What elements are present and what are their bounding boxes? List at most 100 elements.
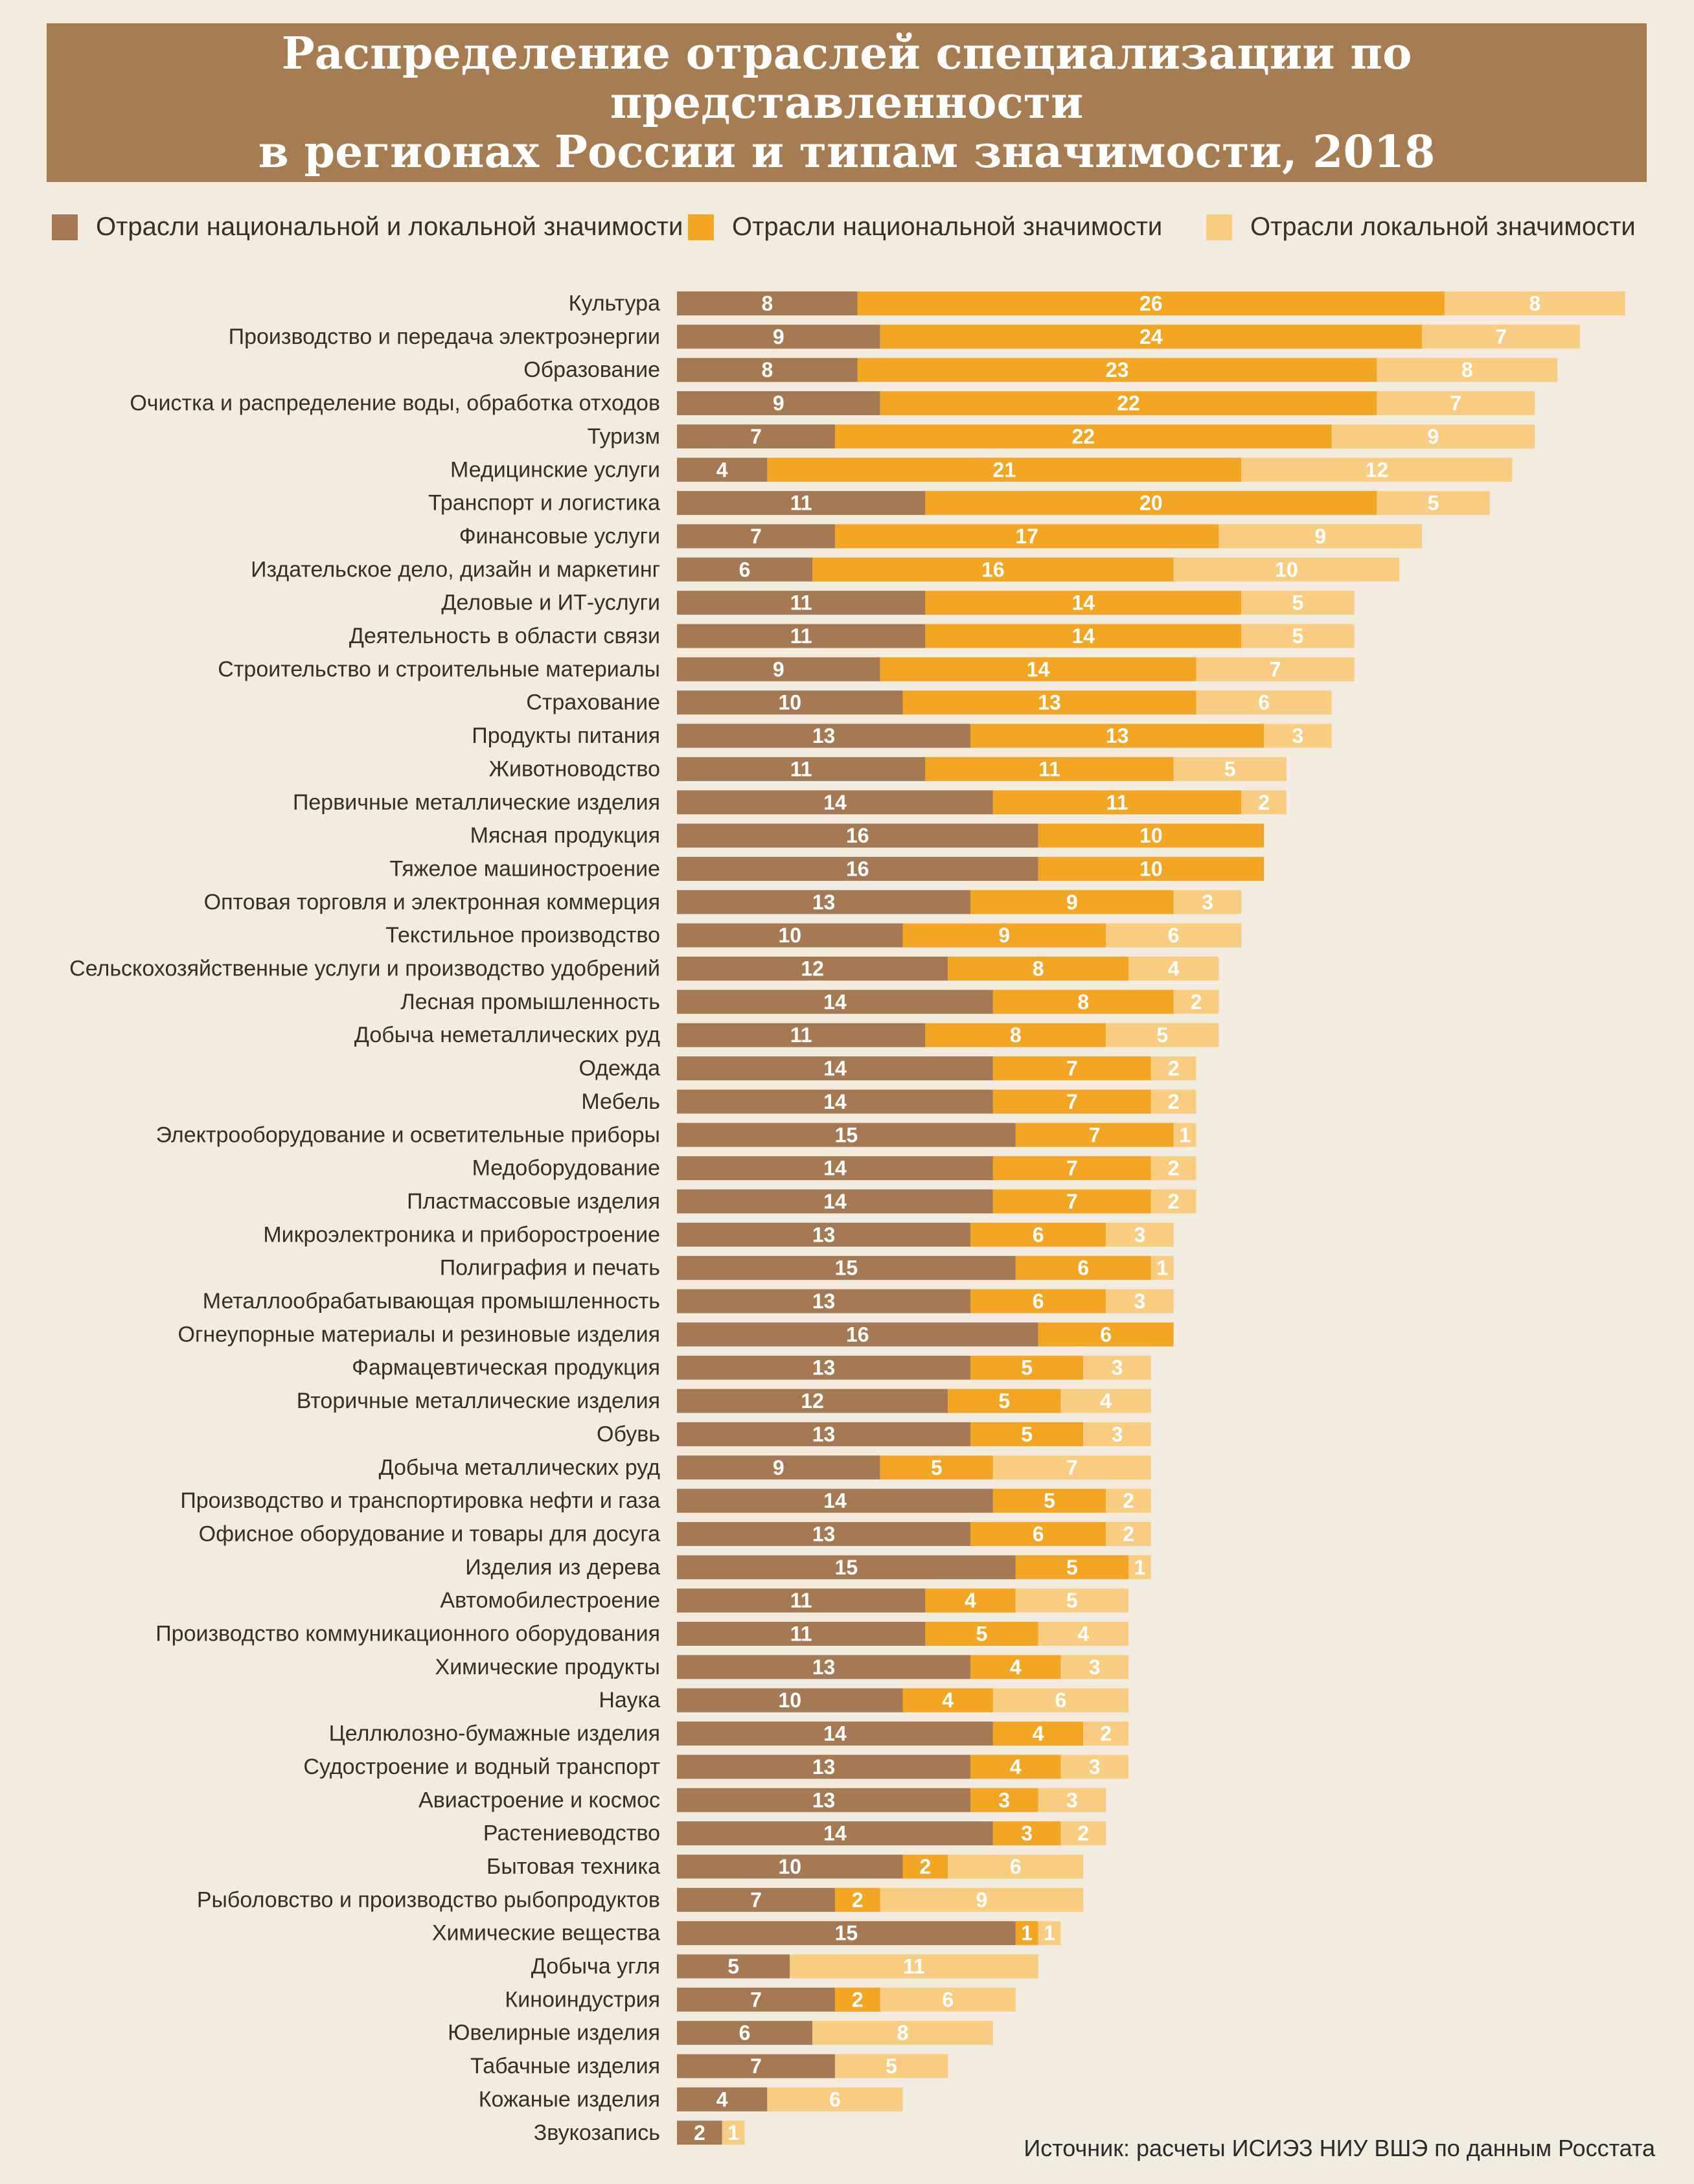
- bar-segment: [992, 1156, 1151, 1181]
- data-label: 6: [739, 2021, 751, 2045]
- bar-segment: [992, 1089, 1151, 1114]
- bar-segment: [992, 1455, 1151, 1480]
- data-label: 10: [1275, 558, 1298, 581]
- data-label: 3: [1292, 724, 1303, 747]
- bar-segment: [902, 1688, 993, 1712]
- data-label: 13: [812, 724, 836, 747]
- bar-row: Офисное оборудование и товары для досуга…: [199, 1521, 1151, 1546]
- bar-segment: [677, 1588, 926, 1613]
- data-label: 7: [750, 1888, 762, 1911]
- bar-segment: [767, 2087, 903, 2111]
- data-label: 13: [812, 1223, 836, 1246]
- bar-row: Страхование 10 13 6: [526, 690, 1332, 715]
- category-label: Первичные металлические изделия: [293, 790, 660, 815]
- bar-segment: [1173, 890, 1242, 915]
- bar-segment: [1083, 1722, 1128, 1746]
- bar-segment: [677, 823, 1038, 848]
- bar-segment: [767, 457, 1242, 482]
- category-label: Сельскохозяйственные услуги и производст…: [69, 957, 660, 981]
- bar-segment: [677, 1655, 971, 1679]
- data-label: 6: [1033, 1522, 1044, 1545]
- bar-segment: [1150, 1189, 1196, 1214]
- legend-label-national-and-local: Отрасли национальной и локальной значимо…: [96, 212, 683, 241]
- bar-row: Медицинские услуги 4 21 12: [450, 457, 1513, 482]
- category-label: Добыча металлических руд: [379, 1455, 661, 1480]
- bar-row: Кожаные изделия 4 6: [479, 2087, 903, 2111]
- category-label: Микроэлектроника и приборостроение: [263, 1222, 660, 1247]
- data-label: 4: [1100, 1389, 1112, 1413]
- bar-segment: [677, 1156, 993, 1181]
- bar-segment: [1196, 690, 1332, 715]
- bar-segment: [677, 557, 813, 582]
- data-label: 4: [1010, 1755, 1022, 1779]
- data-label: 4: [1168, 957, 1180, 981]
- bar-row: Звукозапись 2 1: [534, 2121, 745, 2145]
- data-label: 13: [1106, 724, 1129, 747]
- bar-segment: [992, 1056, 1151, 1081]
- data-label: 1: [727, 2121, 739, 2144]
- bar-segment: [1060, 1655, 1128, 1679]
- data-label: 13: [812, 1290, 836, 1313]
- data-label: 1: [1021, 1922, 1033, 1945]
- bar-row: Оптовая торговля и электронная коммерция…: [204, 890, 1242, 915]
- bar-segment: [1060, 1755, 1128, 1779]
- bar-segment: [948, 1389, 1061, 1413]
- bar-segment: [880, 657, 1196, 681]
- bar-segment: [677, 1322, 1038, 1347]
- category-label: Полиграфия и печать: [440, 1256, 660, 1280]
- data-label: 14: [823, 1822, 847, 1845]
- data-label: 5: [1021, 1356, 1033, 1380]
- data-label: 2: [1168, 1090, 1180, 1113]
- data-label: 3: [1089, 1655, 1101, 1679]
- category-label: Финансовые услуги: [459, 524, 660, 549]
- bar-segment: [1241, 624, 1355, 648]
- bar-segment: [970, 1222, 1106, 1247]
- data-label: 11: [790, 1589, 812, 1612]
- bar-row: Одежда 14 7 2: [578, 1056, 1196, 1081]
- bar-segment: [677, 591, 926, 615]
- bar-segment: [677, 1056, 993, 1081]
- category-label: Химические продукты: [435, 1655, 660, 1679]
- bar-segment: [992, 1821, 1061, 1846]
- bar-segment: [677, 923, 903, 948]
- bar-segment: [677, 990, 993, 1014]
- bar-segment: [970, 1655, 1061, 1679]
- bar-segment: [925, 1588, 1016, 1613]
- data-label: 6: [1033, 1290, 1044, 1313]
- data-label: 21: [993, 458, 1016, 481]
- data-label: 6: [1077, 1257, 1089, 1280]
- data-label: 5: [1428, 492, 1439, 515]
- bar-segment: [677, 391, 880, 416]
- bar-segment: [1150, 1089, 1196, 1114]
- bar-row: Очистка и распределение воды, обработка …: [130, 391, 1535, 416]
- bar-segment: [992, 990, 1174, 1014]
- bar-row: Первичные металлические изделия 14 11 2: [293, 790, 1287, 815]
- data-label: 14: [823, 1157, 847, 1180]
- data-label: 7: [750, 425, 762, 448]
- data-label: 14: [823, 1489, 847, 1512]
- data-label: 7: [1450, 392, 1461, 415]
- data-label: 11: [903, 1955, 925, 1978]
- bar-segment: [677, 2121, 722, 2145]
- data-label: 8: [897, 2021, 909, 2045]
- data-label: 3: [1202, 891, 1213, 914]
- data-label: 13: [1038, 691, 1061, 714]
- bar-segment: [970, 1788, 1038, 1812]
- bar-segment: [677, 1256, 1016, 1280]
- data-label: 6: [1010, 1855, 1022, 1878]
- legend-label-national: Отрасли национальной значимости: [732, 212, 1163, 241]
- bar-segment: [677, 1722, 993, 1746]
- data-label: 5: [886, 2054, 897, 2078]
- bar-segment: [834, 524, 1219, 549]
- data-label: 7: [1270, 657, 1281, 681]
- bar-segment: [1015, 1122, 1174, 1147]
- data-label: 13: [812, 891, 836, 914]
- data-label: 9: [1066, 891, 1078, 914]
- category-label: Производство и передача электроэнергии: [229, 324, 660, 349]
- data-label: 20: [1139, 492, 1163, 515]
- bar-segment: [1015, 1555, 1128, 1580]
- bar-segment: [677, 2054, 835, 2078]
- bar-segment: [1173, 990, 1219, 1014]
- data-label: 13: [812, 1522, 836, 1545]
- data-label: 7: [1495, 325, 1507, 348]
